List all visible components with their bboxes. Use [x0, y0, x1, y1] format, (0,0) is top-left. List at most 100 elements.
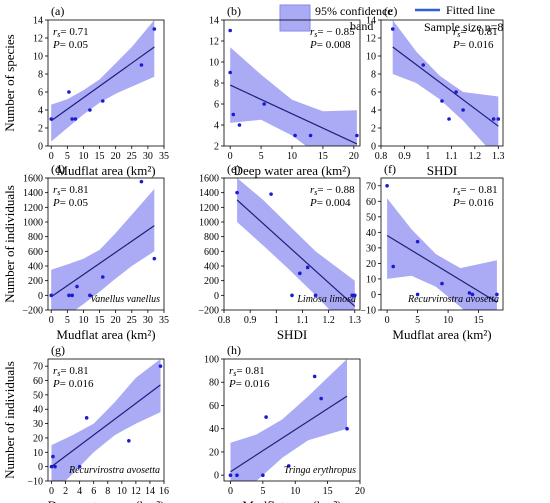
data-point — [77, 464, 82, 469]
x-tick-label: 2 — [63, 486, 68, 497]
data-point — [67, 90, 71, 94]
y-tick-label: 12 — [366, 34, 376, 45]
y-tick-label: 30 — [33, 419, 43, 430]
stat-rs-symbol: r — [53, 365, 58, 377]
legend-band-label-2: band — [350, 19, 373, 33]
data-point — [235, 473, 239, 477]
panel-label: (b) — [227, 4, 241, 18]
data-point — [73, 117, 78, 121]
stat-p-symbol: P — [52, 197, 60, 209]
stat-p-symbol: P — [309, 39, 317, 51]
axes-frame — [380, 177, 504, 311]
panel-f: 0 5 10 15 −10 0 10 20 30 40 50 60 70 Mudflat area (km… — [360, 162, 504, 342]
fitted-line — [230, 395, 348, 473]
confidence-band — [392, 20, 499, 146]
confidence-band — [230, 359, 347, 481]
y-tick-label: 2 — [214, 142, 219, 153]
x-tick-label: 15 — [474, 315, 484, 326]
data-point — [440, 99, 444, 103]
x-tick-label: 10 — [290, 486, 300, 497]
x-tick-label: 20 — [355, 486, 365, 497]
panel-d: 0 5 10 15 20 25 30 35−2000200400600800100012001… — [2, 162, 169, 342]
plot-area — [49, 359, 163, 481]
y-tick-label: 0 — [371, 142, 376, 153]
stat-rs-subscript: s — [314, 188, 317, 197]
legend-line-label: Fitted line — [446, 3, 495, 17]
data-point — [385, 183, 389, 188]
data-point — [264, 415, 268, 419]
stat-rs: rs= − 0.81 — [453, 184, 498, 197]
data-point — [228, 473, 233, 477]
stat-rs-value: = 0.81 — [60, 184, 88, 196]
stat-rs: rs= 0.71 — [53, 26, 89, 39]
stat-rs-value: = − 0.85 — [317, 26, 355, 38]
y-tick-label: 10 — [366, 52, 376, 63]
data-point — [127, 439, 131, 443]
y-axis-label: Number of individuals — [2, 361, 17, 479]
stat-rs-subscript: s — [57, 369, 60, 378]
x-tick-label: 15 — [95, 151, 105, 162]
x-tick-label: 0 — [385, 315, 390, 326]
fitted-line — [236, 199, 356, 307]
x-tick-label: 1.3 — [349, 315, 362, 326]
x-tick-label: 6 — [91, 486, 96, 497]
y-tick-label: 0 — [214, 471, 219, 482]
y-tick-label: −10 — [27, 477, 43, 488]
sample-size-label: Sample size n=8 — [424, 20, 503, 34]
y-axis-label: Number of species — [2, 34, 17, 131]
stat-rs-symbol: r — [53, 184, 58, 196]
y-tick-label: 50 — [366, 212, 376, 223]
data-point — [298, 271, 302, 276]
stat-rs-value: = 0.71 — [60, 26, 88, 38]
stat-p-symbol: P — [228, 378, 236, 390]
x-tick-label: 1.2 — [322, 315, 335, 326]
species-annotation: Recurvirostra avosetta — [407, 294, 499, 305]
y-tick-label: 0 — [214, 291, 219, 302]
x-tick-label: 0.9 — [244, 315, 257, 326]
y-tick-label: 600 — [204, 247, 219, 258]
y-tick-label: 12 — [209, 37, 219, 48]
y-tick-label: 10 — [33, 448, 43, 459]
stat-p: P= 0.05 — [52, 197, 88, 209]
stat-p-symbol: P — [309, 197, 317, 209]
stat-rs-subscript: s — [457, 30, 460, 39]
x-tick-label: 20 — [111, 151, 121, 162]
data-point — [262, 102, 266, 106]
y-tick-label: 100 — [204, 355, 219, 366]
data-point — [70, 293, 74, 298]
fitted-line — [392, 46, 499, 127]
data-point — [70, 117, 74, 121]
y-tick-label: 1400 — [23, 188, 43, 199]
data-point — [235, 190, 239, 195]
stat-rs-symbol: r — [453, 184, 458, 196]
y-tick-label: 2 — [38, 124, 43, 135]
data-point — [293, 133, 297, 138]
legend-band-label-1: 95% confidence — [315, 4, 393, 18]
x-axis-label: Deep water area (km²) — [234, 163, 351, 178]
y-tick-label: 200 — [204, 276, 219, 287]
data-point — [84, 416, 89, 420]
x-tick-label: 30 — [143, 315, 153, 326]
y-tick-label: 800 — [204, 232, 219, 243]
stat-p: P= 0.004 — [309, 197, 351, 209]
x-tick-label: 0.8 — [375, 151, 388, 162]
panel-label: (f) — [384, 162, 396, 176]
fitted-line — [386, 234, 498, 303]
y-tick-label: 50 — [33, 390, 43, 401]
stat-p-symbol: P — [52, 378, 60, 390]
data-point — [415, 239, 420, 244]
x-tick-label: 30 — [143, 151, 153, 162]
y-tick-label: 0 — [38, 142, 43, 153]
data-point — [49, 293, 54, 298]
data-point — [390, 27, 395, 31]
y-tick-label: 12 — [33, 34, 43, 45]
x-tick-label: 20 — [111, 315, 121, 326]
y-tick-label: 8 — [38, 70, 43, 81]
data-point — [467, 291, 472, 295]
stat-rs-value: = − 0.81 — [460, 184, 497, 196]
data-point — [355, 133, 359, 138]
stat-rs: rs= − 0.88 — [310, 184, 355, 197]
